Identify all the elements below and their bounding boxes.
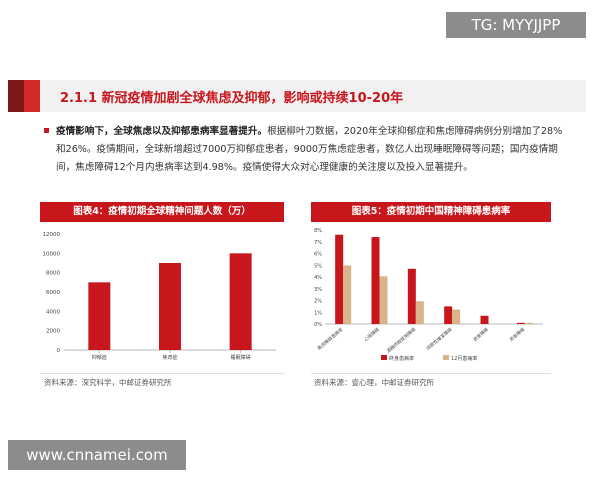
chart1-bar — [88, 282, 111, 350]
chart2-bar — [524, 322, 533, 324]
chart1-y-tick: 12000 — [43, 232, 61, 238]
chart1-y-tick: 6000 — [46, 290, 60, 296]
chart2-x-tick: 酒精药物使用障碍 — [385, 326, 417, 355]
chart2-bar — [371, 237, 380, 324]
chart2-title: 图表5：疫情初期中国精神障碍患病率 — [311, 202, 551, 222]
chart1-y-tick: 4000 — [46, 309, 60, 315]
bullet-marker — [44, 128, 49, 133]
chart2-legend-swatch — [381, 355, 387, 360]
chart2-x-tick: 进食障碍 — [508, 326, 527, 343]
body-lead: 疫情影响下，全球焦虑以及抑郁患病率显著提升。 — [56, 126, 268, 137]
chart2-source: 资料来源：壹心理，中邮证券研究所 — [314, 378, 434, 387]
top-watermark: TG: MYYJJPP — [446, 12, 586, 38]
chart2-bar — [452, 309, 461, 324]
chart1-x-tick: 抑郁症 — [92, 354, 107, 361]
chart2-y-tick: 6% — [314, 252, 322, 258]
bottom-watermark: www.cnnamei.com — [8, 440, 186, 470]
chart2-bar — [335, 234, 344, 324]
section-accent-red — [24, 80, 40, 112]
chart1-title: 图表4：疫情初期全球精神问题人数（万） — [40, 202, 284, 222]
chart2-y-tick: 2% — [314, 299, 322, 305]
chart2-bar — [415, 301, 424, 324]
chart1-bar — [159, 263, 181, 350]
chart2-y-tick: 3% — [314, 287, 322, 293]
chart1-svg: 0 2000 4000 6000 8000 10000 12000 抑郁症 焦虑症 睡眠障碍 — [43, 232, 276, 361]
chart-panel-1: 图表4：疫情初期全球精神问题人数（万） 0 2000 4000 6000 8000 100… — [40, 202, 284, 374]
chart2-legend-label: 12月患病率 — [451, 355, 477, 362]
chart1-y-tick: 8000 — [46, 271, 60, 277]
section-header-bar — [8, 80, 586, 112]
chart1-y-tick: 10000 — [43, 251, 61, 257]
chart2-y-tick: 1% — [314, 310, 322, 316]
body-text: 根据柳叶刀数据，2020年全球抑郁症和焦虑障碍病例分别增加了28%和26%。疫情… — [56, 126, 563, 173]
chart2-y-tick: 4% — [314, 275, 322, 281]
chart-panel-2: 图表5：疫情初期中国精神障碍患病率 0% 1% 2% 3% 4% 5% 6% 7% 8% 焦虑障碍… — [311, 202, 551, 374]
chart2-x-tick: 进食障碍 — [471, 326, 490, 343]
chart2-bar — [407, 268, 416, 324]
chart2-y-tick: 0% — [314, 322, 322, 328]
chart2-svg: 0% 1% 2% 3% 4% 5% 6% 7% 8% 焦虑障碍患病率 心境障碍 酒精药物使用障碍 间歇性… — [314, 228, 543, 362]
body-paragraph: 疫情影响下，全球焦虑以及抑郁患病率显著提升。根据柳叶刀数据，2020年全球抑郁症… — [56, 123, 568, 177]
chart1-y-tick: 2000 — [46, 329, 60, 335]
chart2-x-tick: 焦虑障碍患病率 — [316, 326, 345, 352]
section-title: 2.1.1 新冠疫情加剧全球焦虑及抑郁，影响或持续10-20年 — [60, 91, 404, 106]
chart2-bar — [343, 265, 352, 324]
chart1-x-tick: 焦虑症 — [162, 354, 177, 361]
chart1-x-tick: 睡眠障碍 — [231, 354, 251, 361]
chart2-legend-label: 终身患病率 — [389, 355, 414, 362]
chart2-x-tick: 间歇性爆发障碍 — [425, 326, 454, 352]
section-accent-dark — [8, 80, 24, 112]
chart2-y-tick: 8% — [314, 228, 322, 234]
chart1-bar — [229, 253, 252, 350]
chart2-bar — [379, 276, 388, 324]
chart1-y-tick: 0 — [57, 348, 61, 354]
chart2-x-tick: 心境障碍 — [362, 326, 381, 343]
chart2-bar — [444, 306, 453, 324]
chart2-bar — [516, 322, 525, 324]
chart2-y-tick: 7% — [314, 240, 322, 246]
chart2-y-tick: 5% — [314, 263, 322, 269]
chart2-bar — [480, 315, 489, 324]
chart2-legend-swatch — [443, 355, 449, 360]
chart1-source: 资料来源：深究科学，中邮证券研究所 — [44, 378, 172, 387]
